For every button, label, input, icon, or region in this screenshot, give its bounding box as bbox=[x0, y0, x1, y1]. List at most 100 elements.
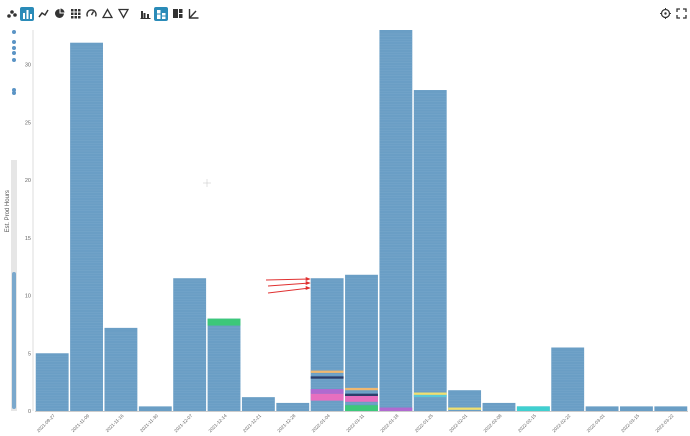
bar-highlight-segment bbox=[310, 370, 344, 373]
pie-chart-icon bbox=[54, 8, 64, 18]
bar-chart-button[interactable] bbox=[20, 6, 34, 21]
grid-button[interactable] bbox=[68, 7, 82, 21]
triangle-up-icon bbox=[101, 8, 113, 19]
bar bbox=[35, 353, 69, 411]
y-tick-label: 0 bbox=[28, 409, 31, 415]
grid-icon bbox=[70, 9, 80, 19]
bar-highlight-segment bbox=[413, 394, 447, 398]
bar-highlight-segment bbox=[379, 407, 413, 411]
triangle-down-button[interactable] bbox=[116, 7, 130, 21]
annotation-arrowhead bbox=[305, 281, 311, 285]
bar bbox=[482, 402, 516, 411]
grouped-bars-button[interactable] bbox=[138, 7, 152, 21]
treemap-button[interactable] bbox=[170, 7, 184, 21]
bar-highlight-segment bbox=[207, 318, 241, 326]
bar-chart-icon bbox=[22, 10, 32, 19]
scatter-button[interactable] bbox=[4, 7, 18, 21]
bar bbox=[379, 30, 413, 411]
stacked-bars-icon bbox=[156, 10, 165, 19]
bar bbox=[345, 274, 378, 411]
bar bbox=[413, 90, 447, 411]
y-tick-label: 10 bbox=[25, 294, 31, 300]
x-tick-label: 2021-12-14 bbox=[208, 413, 228, 433]
x-tick-label: 2021-12-21 bbox=[242, 413, 262, 433]
y-range-handle-dot bbox=[12, 46, 16, 50]
x-tick-label: 2022-03-15 bbox=[620, 413, 640, 433]
bar bbox=[173, 278, 207, 411]
y-tick-label: 25 bbox=[25, 120, 31, 126]
x-tick-label: 2021-11-16 bbox=[105, 413, 125, 433]
annotation-arrow bbox=[267, 282, 310, 287]
bar bbox=[70, 42, 103, 411]
x-tick-label: 2022-03-22 bbox=[654, 413, 674, 433]
annotation-arrow bbox=[265, 278, 310, 281]
stacked-bars-button[interactable] bbox=[154, 6, 168, 21]
line-chart-button[interactable] bbox=[36, 7, 50, 21]
corner-axis-icon bbox=[188, 9, 198, 19]
gauge-button[interactable] bbox=[84, 7, 98, 21]
x-tick-label: 2022-01-11 bbox=[345, 413, 365, 433]
pie-chart-button[interactable] bbox=[52, 7, 66, 21]
x-tick-label: 2022-01-25 bbox=[414, 413, 434, 433]
x-tick-label: 2021-09-27 bbox=[36, 413, 56, 433]
grouped-bars-icon bbox=[140, 11, 150, 19]
y-range-handle-dot bbox=[12, 51, 16, 55]
bar-highlight-segment bbox=[310, 389, 344, 394]
y-range-handle-dot bbox=[12, 88, 16, 92]
bar bbox=[654, 406, 688, 411]
x-tick-label: 2022-01-18 bbox=[379, 413, 399, 433]
x-tick-label: 2022-02-01 bbox=[448, 413, 468, 433]
annotation-arrow bbox=[267, 287, 310, 294]
y-range-handle-dot bbox=[12, 30, 16, 34]
y-tick-label: 15 bbox=[25, 236, 31, 242]
annotation-arrowhead bbox=[305, 277, 311, 281]
bar bbox=[551, 347, 585, 411]
bar bbox=[620, 406, 653, 411]
bar bbox=[241, 397, 275, 411]
bar-highlight-segment bbox=[413, 392, 447, 395]
bar-highlight-segment bbox=[345, 395, 378, 402]
corner-axis-button[interactable] bbox=[186, 7, 200, 21]
bar bbox=[138, 406, 172, 411]
y-tick-label: 30 bbox=[25, 63, 31, 69]
triangle-up-button[interactable] bbox=[100, 7, 114, 21]
scatter-icon bbox=[6, 10, 17, 18]
target-icon bbox=[659, 7, 671, 19]
x-tick-label: 2021-12-07 bbox=[173, 413, 193, 433]
gauge-icon bbox=[85, 9, 97, 17]
target-button[interactable] bbox=[658, 6, 672, 20]
expand-icon bbox=[675, 7, 687, 19]
x-tick-label: 2021-11-30 bbox=[139, 413, 159, 433]
x-tick-label: 2021-12-28 bbox=[276, 413, 296, 433]
x-tick-label: 2022-02-22 bbox=[551, 413, 571, 433]
bar bbox=[207, 318, 241, 411]
x-tick-label: 2022-01-04 bbox=[311, 413, 331, 433]
expand-button[interactable] bbox=[674, 6, 688, 20]
y-range-handle-dot bbox=[12, 40, 16, 44]
bar-highlight-segment bbox=[310, 393, 344, 401]
triangle-down-icon bbox=[117, 8, 129, 19]
bar-highlight-segment bbox=[310, 376, 344, 379]
y-axis-label: Est. Prod Hours bbox=[5, 190, 11, 232]
y-range-handle-dot bbox=[12, 91, 16, 95]
chart-toolbar bbox=[4, 5, 202, 22]
annotation-arrowhead bbox=[305, 286, 311, 290]
chart-controls bbox=[656, 6, 688, 20]
bar bbox=[276, 402, 310, 411]
y-tick-label: 5 bbox=[28, 351, 31, 357]
x-tick-label: 2021-11-09 bbox=[70, 413, 90, 433]
bar bbox=[310, 278, 344, 411]
line-chart-icon bbox=[37, 9, 49, 18]
bars-group bbox=[35, 30, 688, 411]
bar-highlight-segment bbox=[448, 407, 482, 410]
x-tick-label: 2022-02-15 bbox=[517, 413, 537, 433]
bar-highlight-segment bbox=[345, 387, 378, 391]
bar-highlight-segment bbox=[345, 393, 378, 396]
y-tick-label: 20 bbox=[25, 178, 31, 184]
y-range-slider-thumb bbox=[12, 272, 16, 409]
bar-highlight-segment bbox=[516, 406, 550, 411]
bar-highlight-segment bbox=[345, 405, 378, 411]
y-range-handle-dot bbox=[12, 58, 16, 62]
x-tick-label: 2022-03-01 bbox=[586, 413, 606, 433]
